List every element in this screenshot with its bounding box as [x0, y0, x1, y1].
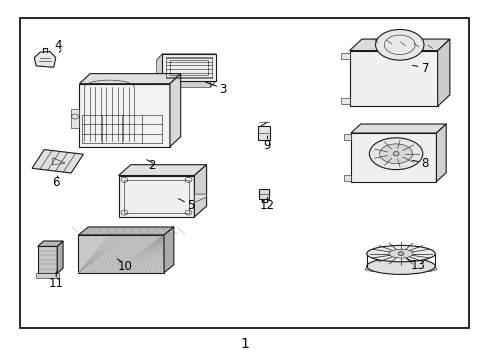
Text: 13: 13 — [410, 259, 425, 272]
Polygon shape — [38, 241, 63, 247]
Circle shape — [397, 252, 403, 256]
Text: 10: 10 — [117, 260, 132, 273]
Bar — [38, 247, 57, 274]
Polygon shape — [162, 54, 216, 81]
Polygon shape — [164, 227, 174, 273]
Polygon shape — [156, 54, 216, 60]
Polygon shape — [170, 74, 181, 147]
Bar — [20, 18, 468, 328]
Bar — [124, 180, 188, 212]
Bar — [78, 235, 164, 273]
Polygon shape — [210, 54, 216, 87]
Bar — [36, 274, 59, 278]
Polygon shape — [118, 165, 206, 175]
Bar — [79, 84, 170, 147]
Text: 8: 8 — [421, 157, 428, 170]
Polygon shape — [34, 51, 56, 67]
Circle shape — [392, 152, 398, 156]
Ellipse shape — [388, 249, 412, 258]
Polygon shape — [57, 241, 63, 274]
Text: 11: 11 — [49, 277, 63, 290]
Polygon shape — [156, 54, 162, 87]
Polygon shape — [194, 194, 206, 202]
Bar — [71, 109, 79, 128]
Ellipse shape — [366, 246, 434, 262]
Ellipse shape — [375, 30, 423, 60]
Polygon shape — [32, 150, 83, 173]
Polygon shape — [78, 227, 174, 235]
Ellipse shape — [366, 258, 434, 274]
Bar — [258, 189, 269, 199]
Polygon shape — [349, 39, 449, 51]
Text: 5: 5 — [186, 199, 194, 212]
Polygon shape — [350, 124, 446, 133]
Bar — [350, 133, 436, 182]
Text: 3: 3 — [218, 83, 226, 96]
Text: 6: 6 — [52, 176, 60, 189]
Bar — [118, 175, 194, 217]
Text: 12: 12 — [260, 199, 274, 212]
Bar — [343, 134, 350, 140]
Ellipse shape — [364, 265, 436, 273]
Polygon shape — [436, 124, 446, 182]
Polygon shape — [79, 74, 181, 84]
Ellipse shape — [368, 138, 422, 170]
Polygon shape — [156, 81, 216, 87]
Polygon shape — [194, 165, 206, 217]
Text: 9: 9 — [263, 139, 271, 152]
Bar — [343, 175, 350, 181]
Bar — [349, 51, 437, 107]
Ellipse shape — [379, 144, 412, 163]
Bar — [340, 98, 349, 104]
Text: 4: 4 — [54, 39, 61, 51]
Bar — [258, 126, 270, 140]
Text: 7: 7 — [421, 62, 428, 75]
Text: 2: 2 — [147, 159, 155, 172]
Bar — [340, 53, 349, 59]
Text: 1: 1 — [240, 337, 248, 351]
Polygon shape — [437, 39, 449, 107]
